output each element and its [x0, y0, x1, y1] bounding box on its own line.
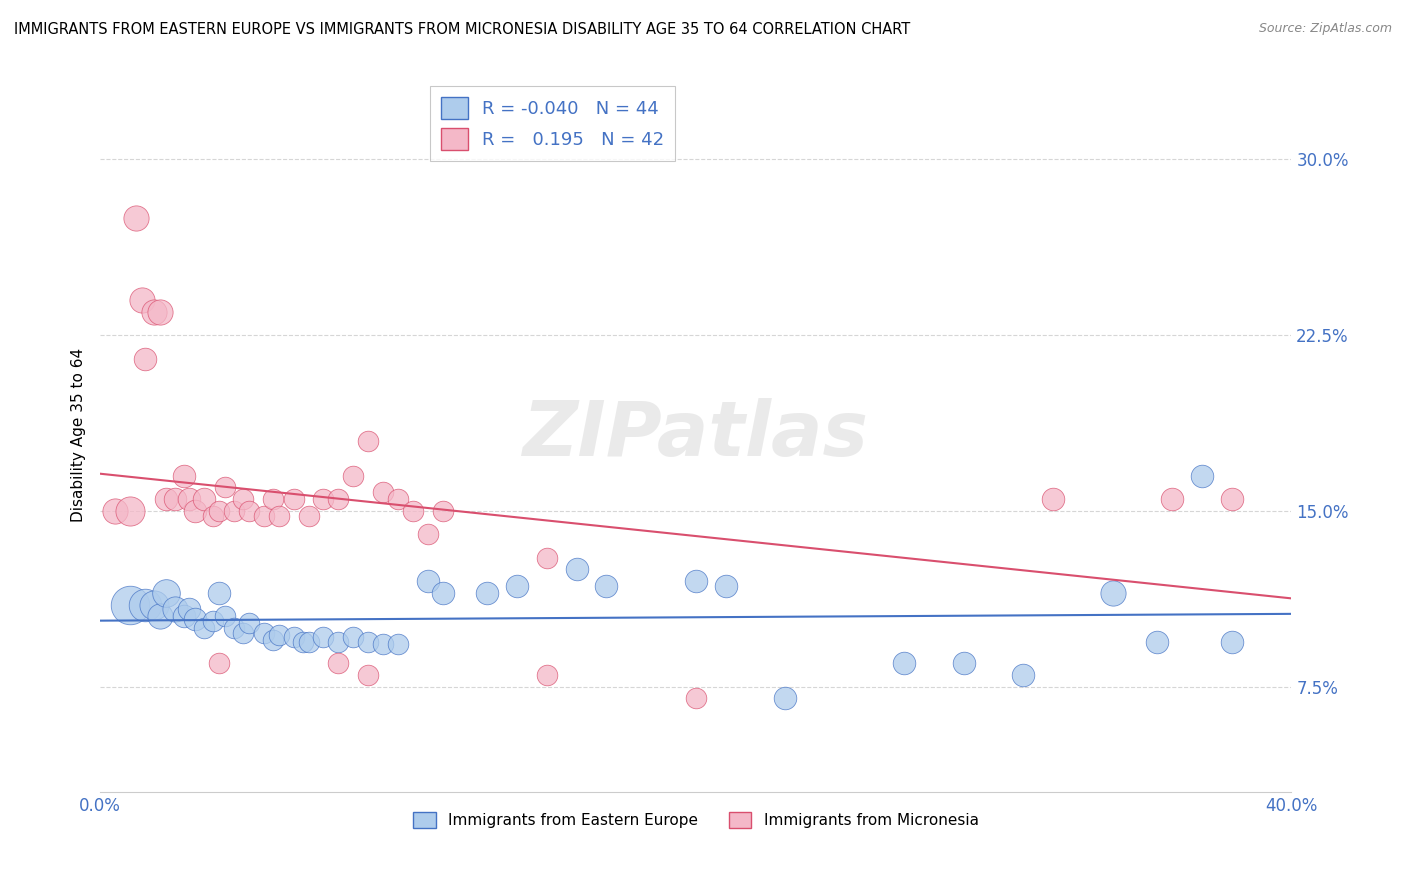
Point: [155, 586, 177, 600]
Point: [291, 635, 314, 649]
Point: [402, 504, 425, 518]
Point: [134, 598, 156, 612]
Point: [163, 492, 186, 507]
Legend: Immigrants from Eastern Europe, Immigrants from Micronesia: Immigrants from Eastern Europe, Immigran…: [406, 806, 984, 834]
Point: [416, 527, 439, 541]
Point: [155, 492, 177, 507]
Point: [134, 351, 156, 366]
Point: [262, 492, 284, 507]
Point: [208, 656, 231, 670]
Point: [173, 609, 195, 624]
Point: [253, 625, 276, 640]
Point: [193, 492, 215, 507]
Point: [214, 480, 236, 494]
Point: [312, 631, 335, 645]
Point: [232, 625, 254, 640]
Point: [224, 621, 246, 635]
Point: [1220, 492, 1243, 507]
Point: [131, 293, 153, 307]
Point: [118, 504, 141, 518]
Point: [387, 492, 409, 507]
Point: [149, 609, 172, 624]
Point: [238, 504, 260, 518]
Point: [238, 616, 260, 631]
Text: Source: ZipAtlas.com: Source: ZipAtlas.com: [1258, 22, 1392, 36]
Point: [202, 508, 225, 523]
Point: [416, 574, 439, 588]
Point: [1161, 492, 1184, 507]
Point: [253, 508, 276, 523]
Point: [104, 504, 127, 518]
Point: [297, 635, 319, 649]
Point: [685, 574, 707, 588]
Point: [142, 598, 165, 612]
Point: [1146, 635, 1168, 649]
Y-axis label: Disability Age 35 to 64: Disability Age 35 to 64: [72, 348, 86, 522]
Point: [773, 691, 796, 706]
Point: [357, 434, 380, 448]
Point: [173, 468, 195, 483]
Point: [595, 579, 617, 593]
Point: [142, 304, 165, 318]
Point: [267, 508, 290, 523]
Point: [283, 631, 305, 645]
Point: [714, 579, 737, 593]
Point: [328, 492, 350, 507]
Point: [685, 691, 707, 706]
Point: [328, 635, 350, 649]
Point: [179, 492, 201, 507]
Point: [371, 637, 394, 651]
Text: IMMIGRANTS FROM EASTERN EUROPE VS IMMIGRANTS FROM MICRONESIA DISABILITY AGE 35 T: IMMIGRANTS FROM EASTERN EUROPE VS IMMIGR…: [14, 22, 910, 37]
Point: [184, 611, 207, 625]
Point: [312, 492, 335, 507]
Point: [1101, 586, 1123, 600]
Point: [149, 304, 172, 318]
Point: [1012, 668, 1035, 682]
Point: [232, 492, 254, 507]
Point: [357, 635, 380, 649]
Point: [283, 492, 305, 507]
Point: [1220, 635, 1243, 649]
Point: [208, 504, 231, 518]
Point: [184, 504, 207, 518]
Point: [1191, 468, 1213, 483]
Point: [202, 614, 225, 628]
Point: [214, 609, 236, 624]
Point: [952, 656, 974, 670]
Point: [328, 656, 350, 670]
Point: [477, 586, 499, 600]
Point: [387, 637, 409, 651]
Point: [224, 504, 246, 518]
Point: [1042, 492, 1064, 507]
Point: [118, 598, 141, 612]
Point: [536, 668, 558, 682]
Point: [193, 621, 215, 635]
Point: [506, 579, 529, 593]
Point: [342, 468, 364, 483]
Point: [893, 656, 915, 670]
Point: [432, 586, 454, 600]
Point: [357, 668, 380, 682]
Point: [371, 485, 394, 500]
Point: [163, 602, 186, 616]
Point: [262, 632, 284, 647]
Point: [432, 504, 454, 518]
Point: [179, 602, 201, 616]
Point: [342, 631, 364, 645]
Point: [565, 562, 588, 576]
Point: [125, 211, 148, 225]
Point: [297, 508, 319, 523]
Point: [536, 550, 558, 565]
Point: [267, 628, 290, 642]
Point: [208, 586, 231, 600]
Text: ZIPatlas: ZIPatlas: [523, 398, 869, 472]
